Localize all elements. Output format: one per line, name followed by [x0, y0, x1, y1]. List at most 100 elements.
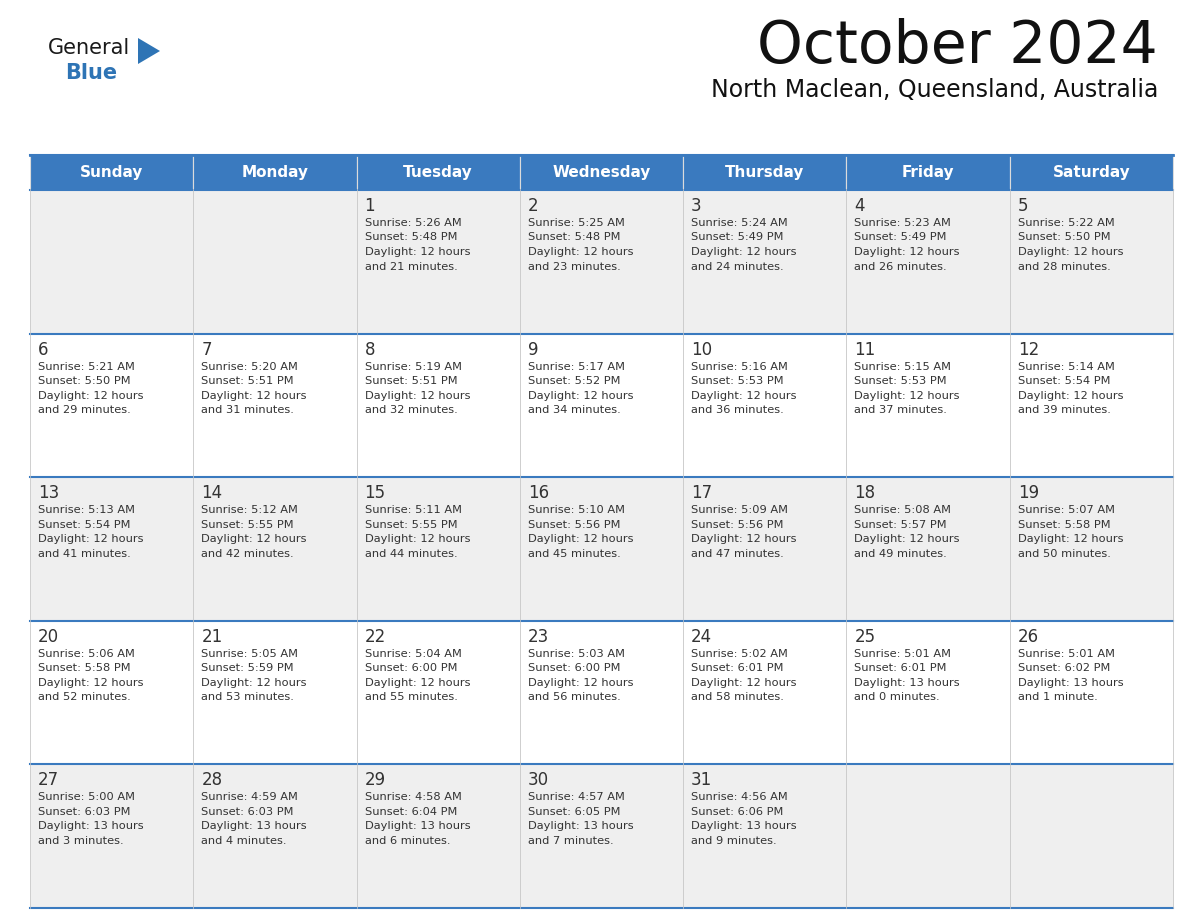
- Text: 30: 30: [527, 771, 549, 789]
- Text: 29: 29: [365, 771, 386, 789]
- Bar: [683, 190, 846, 333]
- Bar: [194, 190, 356, 333]
- Text: Wednesday: Wednesday: [552, 165, 651, 180]
- Text: and 55 minutes.: and 55 minutes.: [365, 692, 457, 702]
- Text: Sunset: 5:58 PM: Sunset: 5:58 PM: [1018, 520, 1111, 530]
- Text: and 4 minutes.: and 4 minutes.: [201, 836, 286, 845]
- Bar: [30, 621, 194, 765]
- Text: Daylight: 12 hours: Daylight: 12 hours: [854, 534, 960, 544]
- Text: Sunrise: 4:59 AM: Sunrise: 4:59 AM: [201, 792, 298, 802]
- Text: Sunset: 5:50 PM: Sunset: 5:50 PM: [1018, 232, 1111, 242]
- Bar: [1010, 190, 1173, 333]
- Bar: [356, 333, 520, 477]
- Text: Sunset: 5:54 PM: Sunset: 5:54 PM: [38, 520, 131, 530]
- Text: 2: 2: [527, 197, 538, 215]
- Text: Sunrise: 5:14 AM: Sunrise: 5:14 AM: [1018, 362, 1114, 372]
- Bar: [683, 765, 846, 908]
- Bar: [520, 621, 683, 765]
- Text: Sunset: 5:56 PM: Sunset: 5:56 PM: [527, 520, 620, 530]
- Text: October 2024: October 2024: [757, 18, 1158, 75]
- Bar: [846, 765, 1010, 908]
- Text: 18: 18: [854, 484, 876, 502]
- Text: and 56 minutes.: and 56 minutes.: [527, 692, 620, 702]
- Text: Sunrise: 5:04 AM: Sunrise: 5:04 AM: [365, 649, 461, 659]
- Text: Thursday: Thursday: [725, 165, 804, 180]
- Bar: [520, 477, 683, 621]
- Text: Sunrise: 5:01 AM: Sunrise: 5:01 AM: [1018, 649, 1114, 659]
- Text: 21: 21: [201, 628, 222, 645]
- Text: and 28 minutes.: and 28 minutes.: [1018, 262, 1111, 272]
- Text: Daylight: 13 hours: Daylight: 13 hours: [527, 822, 633, 832]
- Text: Sunset: 5:54 PM: Sunset: 5:54 PM: [1018, 376, 1111, 386]
- Bar: [683, 333, 846, 477]
- Text: Daylight: 12 hours: Daylight: 12 hours: [201, 534, 307, 544]
- Bar: [356, 190, 520, 333]
- Text: Sunset: 5:48 PM: Sunset: 5:48 PM: [365, 232, 457, 242]
- Text: Daylight: 12 hours: Daylight: 12 hours: [38, 677, 144, 688]
- Bar: [1010, 621, 1173, 765]
- Text: and 53 minutes.: and 53 minutes.: [201, 692, 295, 702]
- Text: 12: 12: [1018, 341, 1040, 359]
- Text: 6: 6: [38, 341, 49, 359]
- Text: Sunrise: 5:02 AM: Sunrise: 5:02 AM: [691, 649, 788, 659]
- Text: Sunrise: 4:56 AM: Sunrise: 4:56 AM: [691, 792, 788, 802]
- Text: Daylight: 13 hours: Daylight: 13 hours: [38, 822, 144, 832]
- Text: Sunset: 6:04 PM: Sunset: 6:04 PM: [365, 807, 457, 817]
- Text: Daylight: 12 hours: Daylight: 12 hours: [854, 390, 960, 400]
- Text: 5: 5: [1018, 197, 1029, 215]
- Text: Sunrise: 5:09 AM: Sunrise: 5:09 AM: [691, 505, 788, 515]
- Text: and 42 minutes.: and 42 minutes.: [201, 549, 293, 559]
- Bar: [194, 155, 356, 190]
- Text: and 26 minutes.: and 26 minutes.: [854, 262, 947, 272]
- Text: Daylight: 12 hours: Daylight: 12 hours: [691, 534, 797, 544]
- Text: Blue: Blue: [65, 63, 118, 83]
- Text: 31: 31: [691, 771, 713, 789]
- Text: and 44 minutes.: and 44 minutes.: [365, 549, 457, 559]
- Text: Sunset: 5:49 PM: Sunset: 5:49 PM: [854, 232, 947, 242]
- Text: 28: 28: [201, 771, 222, 789]
- Text: Sunrise: 5:03 AM: Sunrise: 5:03 AM: [527, 649, 625, 659]
- Text: Sunset: 6:01 PM: Sunset: 6:01 PM: [691, 664, 784, 673]
- Text: and 1 minute.: and 1 minute.: [1018, 692, 1098, 702]
- Text: Daylight: 12 hours: Daylight: 12 hours: [201, 677, 307, 688]
- Text: Sunrise: 5:05 AM: Sunrise: 5:05 AM: [201, 649, 298, 659]
- Text: and 37 minutes.: and 37 minutes.: [854, 405, 947, 415]
- Bar: [30, 333, 194, 477]
- Text: Daylight: 12 hours: Daylight: 12 hours: [38, 390, 144, 400]
- Polygon shape: [138, 38, 160, 64]
- Bar: [30, 155, 194, 190]
- Text: Sunrise: 4:57 AM: Sunrise: 4:57 AM: [527, 792, 625, 802]
- Text: Daylight: 13 hours: Daylight: 13 hours: [691, 822, 797, 832]
- Text: Daylight: 12 hours: Daylight: 12 hours: [365, 534, 470, 544]
- Text: Sunrise: 5:22 AM: Sunrise: 5:22 AM: [1018, 218, 1114, 228]
- Text: 19: 19: [1018, 484, 1038, 502]
- Text: Sunrise: 5:25 AM: Sunrise: 5:25 AM: [527, 218, 625, 228]
- Text: Sunset: 5:59 PM: Sunset: 5:59 PM: [201, 664, 293, 673]
- Text: Sunset: 5:57 PM: Sunset: 5:57 PM: [854, 520, 947, 530]
- Text: Daylight: 12 hours: Daylight: 12 hours: [365, 247, 470, 257]
- Text: Sunset: 6:06 PM: Sunset: 6:06 PM: [691, 807, 784, 817]
- Bar: [846, 621, 1010, 765]
- Text: Daylight: 12 hours: Daylight: 12 hours: [201, 390, 307, 400]
- Text: Sunrise: 5:00 AM: Sunrise: 5:00 AM: [38, 792, 135, 802]
- Text: 3: 3: [691, 197, 702, 215]
- Text: and 52 minutes.: and 52 minutes.: [38, 692, 131, 702]
- Text: Sunset: 5:48 PM: Sunset: 5:48 PM: [527, 232, 620, 242]
- Bar: [520, 765, 683, 908]
- Text: Daylight: 12 hours: Daylight: 12 hours: [854, 247, 960, 257]
- Text: and 29 minutes.: and 29 minutes.: [38, 405, 131, 415]
- Text: 13: 13: [38, 484, 59, 502]
- Text: Sunset: 5:56 PM: Sunset: 5:56 PM: [691, 520, 784, 530]
- Text: Sunrise: 5:23 AM: Sunrise: 5:23 AM: [854, 218, 952, 228]
- Text: 20: 20: [38, 628, 59, 645]
- Bar: [1010, 155, 1173, 190]
- Text: 22: 22: [365, 628, 386, 645]
- Text: Sunrise: 5:06 AM: Sunrise: 5:06 AM: [38, 649, 135, 659]
- Text: Daylight: 12 hours: Daylight: 12 hours: [1018, 390, 1123, 400]
- Bar: [194, 333, 356, 477]
- Text: Daylight: 12 hours: Daylight: 12 hours: [691, 247, 797, 257]
- Text: Sunset: 5:52 PM: Sunset: 5:52 PM: [527, 376, 620, 386]
- Text: Sunset: 5:55 PM: Sunset: 5:55 PM: [201, 520, 293, 530]
- Text: Monday: Monday: [241, 165, 309, 180]
- Text: Daylight: 12 hours: Daylight: 12 hours: [527, 534, 633, 544]
